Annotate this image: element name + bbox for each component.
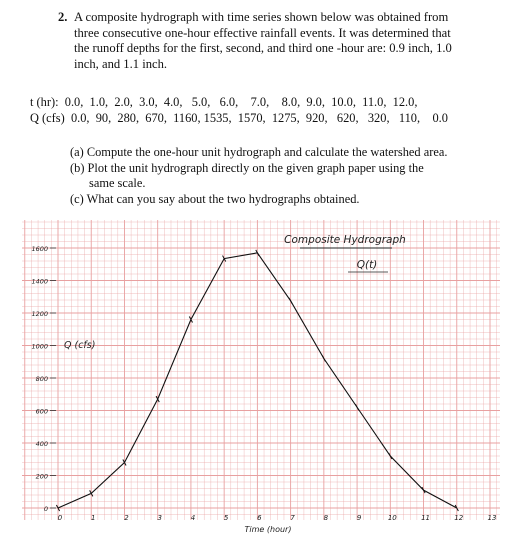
data-point: [388, 452, 393, 460]
x-tick-label: 8: [324, 514, 329, 522]
x-tick-label: 11: [421, 514, 430, 522]
part-a: (a) Compute the one-hour unit hydrograph…: [70, 145, 448, 159]
y-tick-label: 0: [44, 505, 48, 513]
hydrograph-series: [55, 249, 459, 512]
x-tick-label: 12: [454, 514, 463, 522]
data-point: [222, 255, 227, 262]
y-tick-label: 1600: [31, 245, 48, 253]
data-point: [255, 249, 260, 257]
x-tick-label: 7: [290, 514, 295, 522]
part-c: (c) What can you say about the two hydro…: [70, 191, 360, 206]
question-parts: (a) Compute the one-hour unit hydrograph…: [70, 145, 490, 207]
chart-title: Composite Hydrograph: [284, 234, 406, 246]
x-axis-label: Time (hour): [245, 525, 292, 534]
y-axis-ticks: 0 200 400 600 800 1000 1200 1400 1600: [31, 245, 56, 513]
data-point: [155, 395, 160, 403]
x-tick-label: 1: [91, 514, 95, 522]
data-point: [55, 504, 61, 512]
y-tick-label: 800: [36, 375, 48, 383]
x-tick-label: 9: [357, 514, 362, 522]
y-tick-label: 400: [36, 440, 48, 448]
problem-line: the runoff depths for the first, second,…: [74, 41, 452, 55]
x-tick-label: 3: [157, 514, 161, 522]
y-tick-label: 600: [36, 408, 48, 416]
data-point: [454, 504, 459, 512]
data-point: [321, 355, 326, 362]
x-axis-ticks: 0 1 2 3 4 5 6 7 8 9 10 11 12 13: [58, 514, 497, 522]
data-point: [188, 316, 193, 323]
x-tick-label: 4: [191, 514, 195, 522]
x-tick-label: 13: [488, 514, 497, 522]
problem-statement: 2. A composite hydrograph with time seri…: [58, 10, 478, 72]
x-tick-label: 10: [388, 514, 397, 522]
y-tick-label: 1400: [31, 278, 48, 286]
data-table: t (hr): 0.0, 1.0, 2.0, 3.0, 4.0, 5.0, 6.…: [30, 95, 448, 126]
time-row: t (hr): 0.0, 1.0, 2.0, 3.0, 4.0, 5.0, 6.…: [30, 95, 418, 109]
x-tick-label: 0: [58, 514, 63, 522]
data-point: [89, 490, 94, 497]
series-label: Q(t): [357, 259, 378, 271]
x-tick-label: 2: [124, 514, 129, 522]
y-axis-label: Q (cfs): [64, 340, 95, 351]
problem-number: 2.: [58, 10, 68, 24]
problem-line: A composite hydrograph with time series …: [74, 10, 449, 24]
x-tick-label: 6: [257, 514, 262, 522]
graph-paper-grid: [22, 220, 500, 520]
data-point: [288, 297, 293, 305]
data-point: [122, 459, 127, 466]
y-tick-label: 1200: [31, 310, 48, 318]
part-b-continued: same scale.: [89, 176, 146, 190]
x-tick-label: 5: [224, 514, 229, 522]
problem-line: three consecutive one-hour effective rai…: [74, 25, 451, 40]
data-point: [421, 486, 426, 494]
discharge-row: Q (cfs) 0.0, 90, 280, 670, 1160, 1535, 1…: [30, 110, 448, 125]
problem-line: inch, and 1.1 inch.: [74, 56, 168, 71]
part-b: (b) Plot the unit hydrograph directly on…: [70, 160, 424, 175]
y-tick-label: 200: [36, 473, 48, 481]
y-tick-label: 1000: [31, 343, 48, 351]
data-point: [355, 404, 360, 411]
